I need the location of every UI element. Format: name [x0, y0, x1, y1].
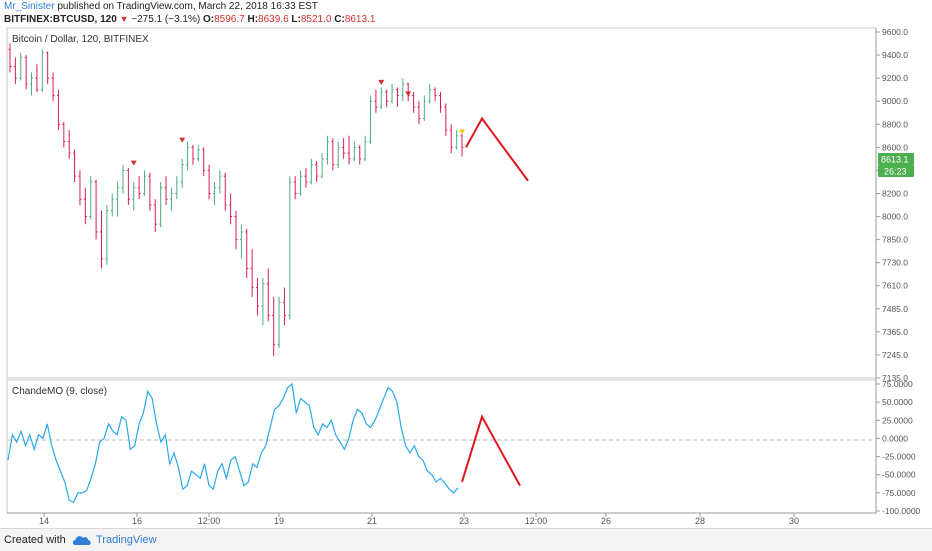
symbol-label: BITFINEX:BTCUSD, 120: [4, 14, 117, 25]
cmo-tick-label: 50.0000: [882, 397, 913, 407]
price-pane-title: Bitcoin / Dollar, 120, BITFINEX: [12, 34, 149, 45]
cmo-tick-label: 25.0000: [882, 415, 913, 425]
signal-markers: [130, 79, 465, 166]
time-tick-label: 28: [695, 516, 705, 526]
change-value: −275.1 (−3.1%): [131, 14, 201, 25]
down-signal-marker: [179, 137, 186, 143]
cmo-tick-label: -100.0000: [882, 506, 921, 516]
time-tick-label: 12:00: [525, 516, 548, 526]
price-tick-label: 8200.0: [882, 188, 908, 198]
open-label: O:: [203, 14, 215, 25]
last-price-badge: 8613.1 26:23: [878, 153, 914, 177]
down-signal-marker: [130, 160, 137, 166]
time-tick-label: 12:00: [198, 516, 221, 526]
cmo-tick-label: -50.0000: [882, 470, 916, 480]
chart-area[interactable]: Bitcoin / Dollar, 120, BITFINEX ChandeMO…: [0, 0, 932, 528]
cmo-tick-label: 0.0000: [882, 433, 908, 443]
cmo-tick-label: -25.0000: [882, 452, 916, 462]
time-tick-label: 21: [367, 516, 377, 526]
high-value: 8639.6: [258, 14, 289, 25]
low-label: L:: [291, 14, 301, 25]
chart-header: Mr_Sinister published on TradingView.com…: [0, 0, 932, 28]
footer-bar: Created with TradingView: [0, 528, 932, 551]
created-with-text: Created with: [4, 534, 66, 546]
time-tick-label: 16: [132, 516, 142, 526]
cmo-line: [7, 382, 459, 504]
price-tick-label: 7850.0: [882, 235, 908, 245]
countdown-label: 26:23: [884, 167, 907, 177]
author-link[interactable]: Mr_Sinister: [4, 1, 55, 12]
price-tick-label: 7365.0: [882, 327, 908, 337]
price-projection-line[interactable]: [465, 116, 529, 182]
price-tick-label: 7485.0: [882, 304, 908, 314]
tradingview-brand[interactable]: TradingView: [96, 534, 157, 546]
publish-info: published on TradingView.com, March 22, …: [57, 1, 318, 12]
down-signal-marker: [405, 91, 412, 97]
price-tick-label: 9600.0: [882, 27, 908, 37]
time-tick-label: 30: [789, 516, 799, 526]
price-tick-label: 9000.0: [882, 96, 908, 106]
time-tick-label: 23: [459, 516, 469, 526]
price-tick-label: 8000.0: [882, 212, 908, 222]
down-triangle-icon: ▼: [119, 14, 129, 24]
last-signal-marker: [459, 129, 465, 135]
price-tick-label: 8600.0: [882, 142, 908, 152]
cmo-projection-line[interactable]: [461, 414, 521, 487]
price-tick-label: 7730.0: [882, 258, 908, 268]
price-tick-label: 9400.0: [882, 50, 908, 60]
close-label: C:: [334, 14, 345, 25]
cmo-axis-ticks: 75.0000 50.0000 25.0000 0.0000 -25.0000 -50.0…: [876, 379, 921, 516]
time-tick-label: 19: [274, 516, 284, 526]
last-price-label: 8613.1: [881, 155, 909, 165]
price-tick-label: 7135.0: [882, 373, 908, 383]
ohlc-line: BITFINEX:BTCUSD, 120 ▼ −275.1 (−3.1%) O:…: [4, 14, 375, 25]
close-value: 8613.1: [344, 14, 376, 25]
time-tick-label: 14: [39, 516, 49, 526]
price-pane-frame: [6, 27, 877, 379]
time-axis-ticks: 14 16 12:00 19 21 23 12:00 26 28 30: [39, 513, 799, 526]
candles: [8, 43, 464, 356]
time-tick-label: 26: [601, 516, 611, 526]
price-tick-label: 8800.0: [882, 119, 908, 129]
cmo-tick-label: -75.0000: [882, 488, 916, 498]
indicator-pane-title: ChandeMO (9, close): [12, 386, 107, 397]
tradingview-cloud-icon: [72, 536, 91, 545]
price-axis-ticks: 9600.09400.09200.09000.08800.08600.08400…: [876, 27, 908, 383]
open-value: 8596.7: [214, 14, 245, 25]
down-signal-marker: [378, 79, 385, 85]
price-tick-label: 7245.0: [882, 350, 908, 360]
high-label: H:: [247, 14, 259, 25]
indicator-pane-frame: [6, 379, 877, 514]
price-tick-label: 7610.0: [882, 281, 908, 291]
low-value: 8521.0: [300, 14, 332, 25]
publish-line: Mr_Sinister published on TradingView.com…: [4, 1, 318, 12]
price-tick-label: 9200.0: [882, 73, 908, 83]
cmo-tick-label: 75.0000: [882, 379, 913, 389]
